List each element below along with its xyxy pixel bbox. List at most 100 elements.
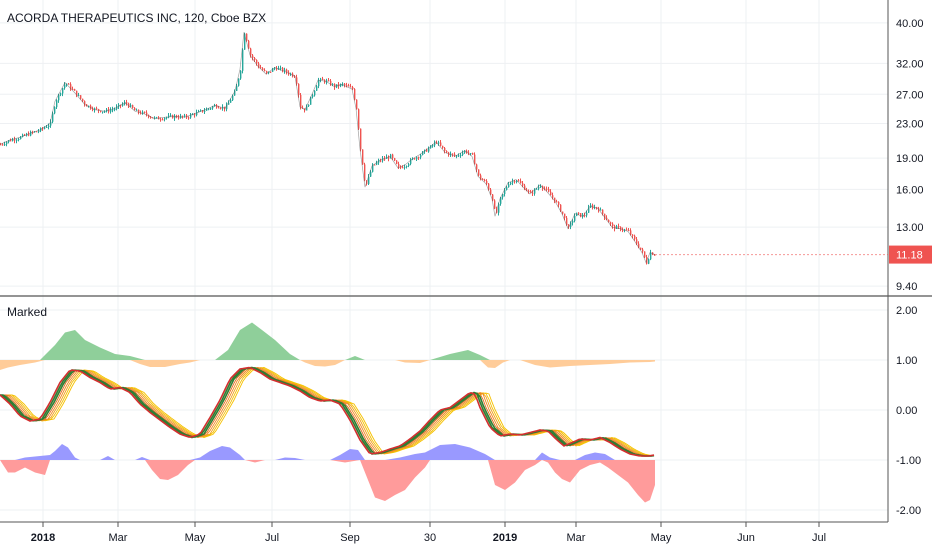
candle-body: [14, 139, 16, 141]
candle-body: [344, 83, 346, 86]
candle-body: [122, 104, 124, 106]
price-tick-label: 19.00: [896, 153, 924, 165]
candle-body: [220, 108, 222, 110]
candle-body: [540, 186, 542, 188]
candle-body: [62, 88, 64, 94]
candle-body: [482, 178, 484, 181]
candle-body: [358, 109, 360, 129]
candle-body: [460, 154, 462, 156]
candle-body: [74, 89, 76, 91]
candle-body: [370, 171, 372, 177]
candle-body: [382, 158, 384, 161]
candle-body: [508, 184, 510, 188]
candle-body: [194, 114, 196, 116]
candle-body: [136, 109, 138, 111]
osc-red-area: [0, 460, 655, 503]
candle-body: [156, 117, 158, 119]
candle-body: [296, 77, 298, 84]
candle-body: [446, 151, 448, 153]
candle-body: [166, 117, 168, 119]
candle-body: [548, 188, 550, 192]
candle-body: [164, 117, 166, 120]
candle-body: [260, 67, 262, 69]
candle-body: [352, 87, 354, 90]
time-tick-label: May: [651, 532, 672, 544]
candle-body: [606, 217, 608, 220]
candle-body: [564, 213, 566, 218]
price-tick-label: 13.00: [896, 222, 924, 234]
candle-body: [142, 111, 144, 114]
candle-body: [556, 201, 558, 203]
last-price-badge: 11.18: [655, 245, 932, 264]
candle-body: [188, 117, 190, 119]
candle-body: [70, 84, 72, 89]
candle-body: [642, 249, 644, 252]
candle-body: [654, 254, 656, 256]
candle-body: [438, 142, 440, 144]
osc-blue-area: [0, 444, 655, 460]
oscillator-pane[interactable]: [0, 322, 655, 503]
candle-body: [392, 154, 394, 159]
candle-body: [2, 144, 4, 146]
candle-body: [550, 191, 552, 196]
candle-body: [254, 57, 256, 60]
candle-body: [398, 163, 400, 167]
candle-body: [198, 111, 200, 113]
candle-body: [218, 107, 220, 109]
candle-body: [368, 176, 370, 184]
candle-body: [554, 197, 556, 202]
candle-body: [362, 149, 364, 165]
candle-body: [298, 83, 300, 95]
candle-body: [468, 152, 470, 154]
candle-body: [210, 108, 212, 110]
candle-body: [300, 94, 302, 108]
candle-body: [274, 68, 276, 70]
candle-body: [322, 78, 324, 81]
candle-body: [4, 144, 6, 146]
price-pane[interactable]: [0, 32, 656, 265]
candle-body: [380, 160, 382, 162]
candle-body: [426, 149, 428, 152]
candle-body: [266, 70, 268, 74]
candle-body: [416, 157, 418, 160]
candle-body: [330, 80, 332, 86]
candle-body: [402, 167, 404, 169]
candle-body: [184, 115, 186, 117]
candle-body: [374, 164, 376, 166]
candle-body: [160, 119, 162, 121]
candle-body: [422, 151, 424, 155]
candle-body: [478, 169, 480, 176]
candle-body: [178, 117, 180, 119]
candle-body: [346, 85, 348, 87]
candle-body: [104, 111, 106, 113]
candle-body: [546, 188, 548, 190]
candle-body: [332, 84, 334, 86]
candle-body: [494, 200, 496, 209]
candle-body: [208, 108, 210, 110]
candle-body: [530, 191, 532, 193]
candle-body: [498, 203, 500, 213]
candle-body: [434, 142, 436, 146]
candle-body: [390, 154, 392, 159]
time-tick-label: Jul: [265, 532, 279, 544]
candle-body: [294, 76, 296, 78]
candle-body: [514, 181, 516, 183]
candle-body: [200, 110, 202, 112]
candle-body: [236, 85, 238, 92]
candle-body: [360, 128, 362, 150]
candle-body: [262, 68, 264, 71]
candle-body: [96, 108, 98, 110]
candle-body: [8, 140, 10, 143]
candle-body: [452, 153, 454, 155]
candle-body: [116, 106, 118, 109]
candle-body: [348, 85, 350, 87]
candle-body: [578, 212, 580, 214]
candle-body: [560, 204, 562, 212]
candle-body: [112, 109, 114, 111]
candle-body: [600, 209, 602, 211]
osc-tick-label: 2.00: [896, 305, 917, 317]
candle-body: [500, 197, 502, 204]
candle-body: [212, 106, 214, 109]
candle-body: [462, 152, 464, 155]
candle-body: [464, 150, 466, 153]
